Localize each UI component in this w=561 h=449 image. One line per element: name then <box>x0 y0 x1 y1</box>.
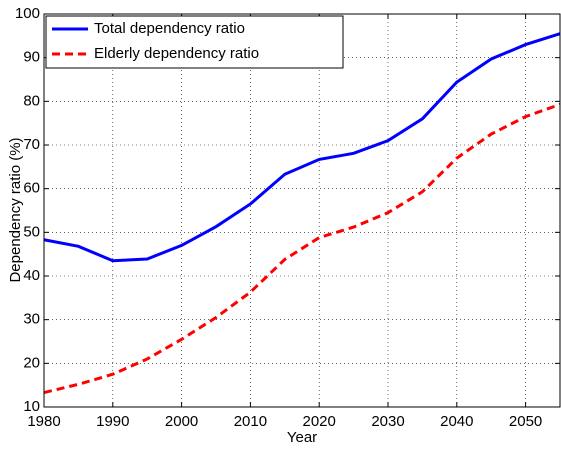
y-tick-label: 50 <box>23 223 40 240</box>
legend-label: Total dependency ratio <box>94 20 245 37</box>
x-tick-label: 2010 <box>234 413 267 430</box>
y-tick-label: 30 <box>23 311 40 328</box>
x-axis-label: Year <box>287 429 317 446</box>
legend-label: Elderly dependency ratio <box>94 45 259 62</box>
x-tick-label: 2000 <box>165 413 198 430</box>
y-tick-label: 90 <box>23 49 40 66</box>
y-axis-label: Dependency ratio (%) <box>7 137 24 282</box>
y-tick-label: 60 <box>23 180 40 197</box>
legend-box <box>45 15 344 69</box>
legend: Total dependency ratio Elderly dependency… <box>45 15 344 69</box>
plot-area <box>44 14 560 407</box>
data-line <box>43 102 561 395</box>
axes-box <box>43 13 561 408</box>
y-tick-label: 40 <box>23 267 40 284</box>
x-tick-label: 2020 <box>303 413 336 430</box>
x-tick-label: 2040 <box>440 413 473 430</box>
y-tick-label: 70 <box>23 136 40 153</box>
y-tick-label: 10 <box>23 398 40 415</box>
x-tick-label: 1980 <box>27 413 60 430</box>
y-tick-label: 100 <box>15 5 40 22</box>
x-tick-label: 1990 <box>96 413 129 430</box>
y-tick-label: 20 <box>23 354 40 371</box>
y-tick-label: 80 <box>23 92 40 109</box>
x-tick-label: 2030 <box>371 413 404 430</box>
data-line <box>43 32 561 263</box>
x-tick-label: 2050 <box>509 413 542 430</box>
